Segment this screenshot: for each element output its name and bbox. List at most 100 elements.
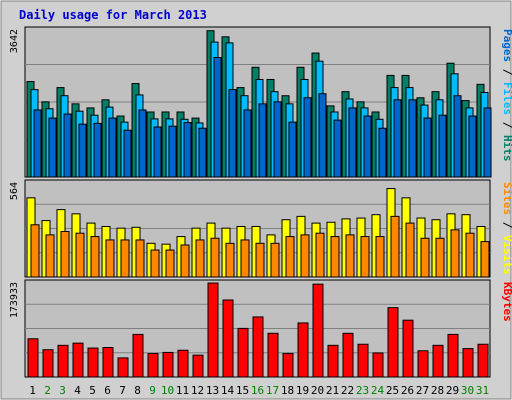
bar-pages bbox=[168, 125, 177, 178]
bar-pages bbox=[303, 97, 312, 178]
bar-pages bbox=[93, 122, 102, 178]
day-label: 20 bbox=[311, 384, 324, 397]
bar-kbytes bbox=[282, 353, 294, 378]
bar-sites bbox=[195, 239, 205, 278]
bar-kbytes bbox=[432, 344, 444, 378]
day-label: 12 bbox=[191, 384, 204, 397]
bar-sites bbox=[465, 232, 475, 278]
bar-sites bbox=[165, 249, 175, 278]
bar-pages bbox=[258, 103, 267, 178]
bar-sites bbox=[210, 237, 220, 278]
bar-sites bbox=[270, 242, 280, 278]
legend-separator: / bbox=[501, 215, 512, 235]
bar-kbytes bbox=[402, 319, 414, 378]
bar-sites bbox=[450, 229, 460, 278]
bar-kbytes bbox=[117, 357, 129, 378]
legend-entry: Hits bbox=[501, 135, 512, 162]
bar-kbytes bbox=[177, 349, 189, 378]
day-label: 7 bbox=[119, 384, 126, 397]
day-label: 29 bbox=[446, 384, 459, 397]
bar-pages bbox=[123, 129, 132, 178]
bar-pages bbox=[48, 117, 57, 178]
day-label: 13 bbox=[206, 384, 219, 397]
day-label: 27 bbox=[416, 384, 429, 397]
bar-sites bbox=[480, 241, 490, 278]
day-label: 14 bbox=[221, 384, 235, 397]
day-label: 30 bbox=[461, 384, 474, 397]
bar-kbytes bbox=[267, 332, 279, 378]
bar-pages bbox=[423, 117, 432, 178]
legend-entry: KBytes bbox=[501, 282, 512, 322]
legend-separator: / bbox=[501, 115, 512, 135]
bar-pages bbox=[348, 107, 357, 178]
day-label: 18 bbox=[281, 384, 294, 397]
bar-sites bbox=[225, 242, 235, 278]
bar-pages bbox=[213, 57, 222, 178]
y-max-label: 173933 bbox=[9, 282, 20, 318]
day-label: 11 bbox=[176, 384, 189, 397]
bar-kbytes bbox=[207, 282, 219, 378]
day-label: 6 bbox=[104, 384, 111, 397]
bar-pages bbox=[378, 127, 387, 178]
legend-separator: / bbox=[501, 62, 512, 82]
day-label: 28 bbox=[431, 384, 444, 397]
bar-sites bbox=[375, 236, 385, 278]
bar-sites bbox=[300, 234, 310, 278]
legend-entry: Visits bbox=[501, 235, 512, 275]
bar-pages bbox=[183, 122, 192, 178]
y-max-label: 3642 bbox=[9, 29, 20, 53]
day-label: 4 bbox=[74, 384, 81, 397]
bar-pages bbox=[33, 109, 42, 178]
bar-sites bbox=[75, 232, 85, 278]
bar-sites bbox=[420, 237, 430, 278]
day-label: 21 bbox=[326, 384, 339, 397]
y-max-label: 564 bbox=[9, 182, 20, 200]
bar-sites bbox=[150, 249, 160, 278]
bar-pages bbox=[408, 99, 417, 178]
day-label: 1 bbox=[29, 384, 36, 397]
visits-panel: 564 Sites / Visits bbox=[9, 179, 512, 278]
day-label: 25 bbox=[386, 384, 399, 397]
bar-kbytes bbox=[102, 347, 114, 378]
bar-kbytes bbox=[57, 344, 69, 378]
legend-entry: Files bbox=[501, 82, 512, 115]
day-label: 10 bbox=[161, 384, 174, 397]
bar-sites bbox=[345, 234, 355, 278]
bar-kbytes bbox=[342, 332, 354, 378]
day-label: 8 bbox=[134, 384, 141, 397]
bar-sites bbox=[360, 236, 370, 278]
bar-pages bbox=[453, 95, 462, 178]
bar-sites bbox=[240, 239, 250, 278]
bar-sites bbox=[285, 236, 295, 278]
bar-pages bbox=[228, 89, 237, 178]
bar-pages bbox=[153, 126, 162, 178]
bar-pages bbox=[393, 99, 402, 178]
bar-sites bbox=[180, 244, 190, 278]
bar-pages bbox=[243, 109, 252, 178]
day-label: 5 bbox=[89, 384, 96, 397]
panel-legend: KBytes bbox=[501, 282, 512, 322]
bar-pages bbox=[333, 119, 342, 178]
bar-pages bbox=[273, 101, 282, 178]
bar-sites bbox=[405, 222, 415, 278]
bar-kbytes bbox=[132, 333, 144, 378]
bar-kbytes bbox=[192, 354, 204, 378]
bar-sites bbox=[435, 237, 445, 278]
day-label: 24 bbox=[371, 384, 385, 397]
panel-legend: Pages / Files / Hits bbox=[501, 29, 512, 162]
bar-kbytes bbox=[162, 351, 174, 378]
day-label: 26 bbox=[401, 384, 414, 397]
hits-panel: 3642 Pages / Files / Hits bbox=[9, 26, 512, 178]
bar-sites bbox=[105, 239, 115, 278]
legend-entry: Sites bbox=[501, 182, 512, 215]
bar-kbytes bbox=[462, 348, 474, 378]
bar-pages bbox=[198, 127, 207, 178]
day-label: 3 bbox=[59, 384, 66, 397]
bar-kbytes bbox=[312, 283, 324, 378]
day-label: 19 bbox=[296, 384, 309, 397]
bar-kbytes bbox=[252, 316, 264, 378]
bar-kbytes bbox=[297, 322, 309, 378]
day-label: 9 bbox=[149, 384, 156, 397]
bar-kbytes bbox=[42, 349, 54, 378]
